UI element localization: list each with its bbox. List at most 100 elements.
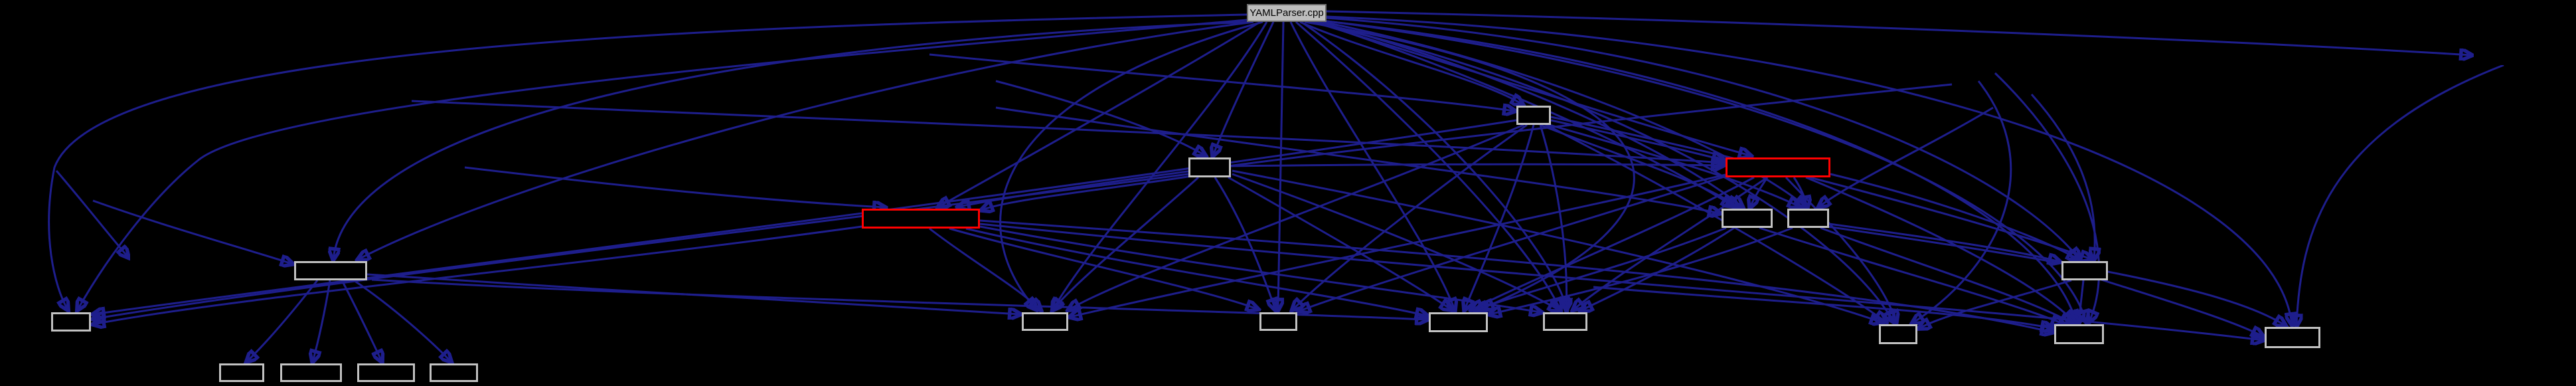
include-edge-n5-n12	[1477, 227, 1727, 310]
include-edge-n1-n3	[1550, 119, 1724, 160]
include-edge-n0-n14	[1913, 80, 2012, 323]
graph-node-n8[interactable]	[2061, 261, 2108, 280]
include-edge-n4-n9	[94, 225, 862, 324]
include-edge-n0-n15	[1994, 72, 2101, 322]
include-edge-n0-n10	[1053, 21, 1268, 310]
graph-node-truncated-n3[interactable]	[1726, 157, 1830, 177]
include-edge-n1-n10	[1069, 124, 1524, 310]
include-edge-n0-n4	[939, 21, 1261, 207]
include-edge-n2-n10	[1053, 176, 1200, 310]
include-edge-n3-n6	[1793, 177, 1807, 207]
graph-node-n2[interactable]	[1188, 157, 1231, 177]
include-edge-n0-n2	[1213, 21, 1275, 155]
include-edge-n0-n9	[48, 13, 1248, 310]
include-edge-n6-n8	[1828, 223, 2059, 262]
graph-node-root[interactable]: YAMLParser.cpp	[1247, 4, 1327, 22]
include-edge-n8-n16	[2099, 278, 2263, 336]
include-edge-n0-n16	[1326, 15, 2292, 324]
include-edge-n0-n12	[1289, 21, 1455, 310]
include-edge-n7-n20	[353, 279, 451, 361]
include-edge-n7-n18	[313, 280, 331, 361]
include-edge-n5-n13	[1581, 227, 1735, 310]
edge-group	[48, 10, 2504, 361]
include-edge-n4-n10	[929, 227, 1040, 310]
include-edge-n2-n5	[995, 106, 1720, 213]
include-edge-n0-n15	[1322, 19, 2086, 322]
graph-node-n1[interactable]	[1516, 106, 1551, 125]
include-edge-n2-n3	[1230, 164, 1723, 166]
include-edge-n5-n15	[1759, 227, 2063, 324]
include-edge-n0-n5	[1317, 21, 1742, 207]
include-edge-n1-n5	[1540, 124, 1737, 207]
include-edge-n5-n8	[2030, 93, 2095, 259]
include-edge-n0-n9	[78, 19, 1248, 310]
include-edge-n8-n6	[1819, 106, 1994, 207]
include-edge-n2-n11	[1214, 177, 1275, 310]
graph-node-hidden-h1	[2474, 45, 2534, 65]
include-edge-n3-n5	[1750, 177, 1769, 207]
include-edge-n0-h1	[1326, 10, 2471, 55]
include-edge-n8-n15	[2079, 280, 2083, 322]
include-edge-n6-n16	[1826, 225, 2285, 326]
include-edge-n2-n13	[1232, 173, 1560, 310]
include-edge-n4-n15	[979, 219, 2052, 332]
include-edge-n2-n4	[982, 175, 1192, 210]
include-edge-n7-n3	[411, 100, 1723, 163]
include-edge-n7-n19	[341, 280, 382, 361]
include-edge-n1-n2	[995, 80, 1205, 155]
include-edge-n2-n14	[1232, 169, 1882, 322]
include-edge-n13-n15	[1593, 286, 2052, 328]
include-edge-n8-n4	[959, 83, 1953, 207]
include-edge-n0-n12	[1304, 21, 1635, 308]
graph-node-n20[interactable]	[430, 363, 478, 382]
include-edge-n0-n7	[333, 21, 1254, 259]
include-edge-n3-n10	[1070, 173, 1726, 317]
include-edge-n3-n13	[1573, 176, 1768, 310]
graph-node-n9[interactable]	[51, 312, 91, 332]
include-edge-n7-n4	[464, 166, 884, 207]
graph-node-n5[interactable]	[1722, 209, 1773, 228]
graph-node-n7[interactable]	[294, 261, 367, 280]
include-edge-n0-n1	[1299, 21, 1522, 104]
include-edge-n4-n12	[965, 227, 1427, 316]
include-edge-n0-n7	[359, 21, 1254, 259]
graph-node-n19[interactable]	[357, 363, 415, 382]
include-edge-n7-n17	[247, 280, 319, 361]
graph-node-n13[interactable]	[1543, 312, 1587, 331]
graph-node-n12[interactable]	[1429, 312, 1488, 332]
include-edge-n2-n12	[1228, 176, 1451, 310]
graph-node-n15[interactable]	[2054, 324, 2104, 344]
graph-node-n18[interactable]	[280, 363, 342, 382]
include-edge-n4-n16	[979, 223, 2263, 340]
include-edge-n3-n15	[1805, 176, 2074, 322]
graph-node-n16[interactable]	[2265, 327, 2320, 348]
graph-node-n14[interactable]	[1879, 324, 1917, 344]
include-edge-n2-n7	[92, 199, 292, 264]
include-edge-n3-n12	[1472, 176, 1755, 310]
include-edge-n6-n12	[1490, 227, 1793, 314]
include-edge-n1-n12	[1465, 124, 1535, 310]
graph-node-n11[interactable]	[1259, 312, 1297, 331]
include-edge-h1-n16	[2296, 64, 2504, 326]
include-edge-n0-n14	[1309, 21, 1893, 322]
include-edge-n0-n15	[1319, 19, 2076, 322]
include-edge-n6-n15	[1820, 227, 2071, 323]
graph-node-n17[interactable]	[219, 363, 264, 382]
include-edge-n1-n8	[1550, 116, 2091, 259]
include-edge-n8-n14	[1919, 279, 2072, 328]
include-edge-n1-n11	[1293, 124, 1528, 310]
graph-node-n10[interactable]	[1022, 312, 1068, 331]
graph-node-hidden-h2	[130, 249, 183, 268]
include-edge-n0-n1	[929, 53, 1514, 111]
include-edge-n4-n13	[979, 225, 1541, 312]
include-edge-n1-n9	[94, 119, 1517, 314]
include-edge-n0-n10	[999, 21, 1263, 309]
include-edge-n9-h2	[55, 170, 128, 257]
graph-node-n6[interactable]	[1787, 209, 1829, 228]
include-edge-n0-n11	[1278, 21, 1285, 310]
include-edge-n0-n8	[1326, 17, 2079, 259]
include-edge-n4-n11	[949, 227, 1257, 309]
graph-node-truncated-n4[interactable]	[862, 209, 980, 229]
